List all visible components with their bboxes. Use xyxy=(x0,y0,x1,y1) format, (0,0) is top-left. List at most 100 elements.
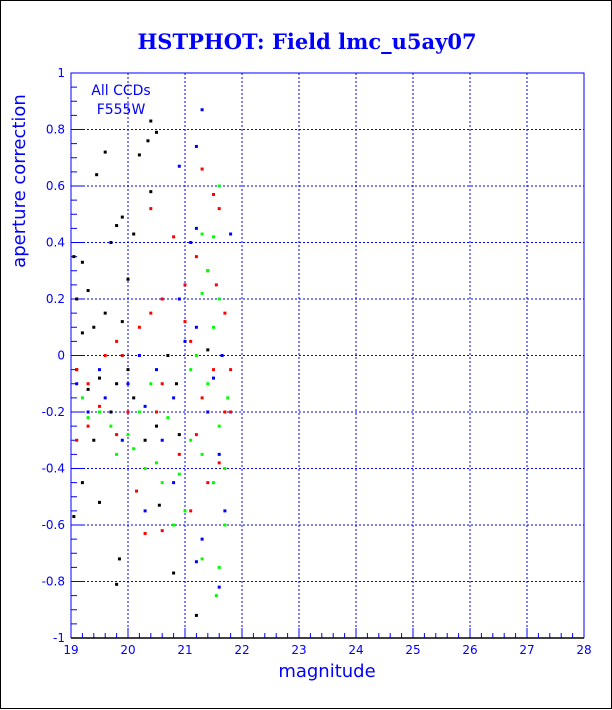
data-point xyxy=(172,396,176,400)
data-point xyxy=(115,382,119,386)
data-point xyxy=(115,433,119,437)
x-axis-label: magnitude xyxy=(278,661,375,682)
data-point xyxy=(72,255,76,259)
data-point xyxy=(92,438,96,442)
data-point xyxy=(183,509,187,513)
data-point xyxy=(115,339,119,343)
data-point xyxy=(194,325,198,329)
y-axis-label: aperture correction xyxy=(9,94,30,268)
data-point xyxy=(212,368,215,372)
data-point xyxy=(103,311,107,315)
data-point xyxy=(146,139,150,143)
data-point xyxy=(160,297,164,301)
data-point xyxy=(194,226,198,230)
data-point xyxy=(200,291,204,295)
data-point xyxy=(160,529,164,533)
data-point xyxy=(135,489,139,493)
data-point xyxy=(103,396,107,400)
data-point xyxy=(194,433,198,437)
data-point xyxy=(98,368,101,372)
data-point xyxy=(189,509,193,513)
data-point xyxy=(80,481,84,485)
data-point xyxy=(223,311,227,315)
data-point xyxy=(217,184,221,188)
data-point xyxy=(212,376,215,380)
data-point xyxy=(177,452,181,456)
data-point xyxy=(189,339,193,343)
data-point xyxy=(149,207,153,211)
data-point xyxy=(86,424,90,428)
x-tick-label: 19 xyxy=(63,643,78,657)
data-point xyxy=(229,232,233,236)
y-tick-label: -1 xyxy=(53,631,65,645)
data-point xyxy=(217,424,221,428)
y-tick-label: -0.6 xyxy=(42,518,65,532)
data-point xyxy=(157,503,161,507)
data-point xyxy=(103,150,107,154)
data-point xyxy=(172,235,176,239)
data-point xyxy=(206,481,210,485)
data-point xyxy=(200,557,204,561)
data-point xyxy=(214,283,218,287)
data-point xyxy=(160,438,164,442)
data-point xyxy=(200,396,204,400)
data-point xyxy=(183,283,187,287)
chart-title: HSTPHOT: Field lmc_u5ay07 xyxy=(137,29,476,54)
data-point xyxy=(86,382,90,386)
data-point xyxy=(80,331,84,335)
data-point xyxy=(174,382,178,386)
x-tick-label: 21 xyxy=(177,643,192,657)
data-point xyxy=(220,354,224,357)
data-point xyxy=(212,481,215,485)
data-point xyxy=(137,410,141,414)
data-point xyxy=(86,387,90,391)
data-point xyxy=(98,404,101,408)
data-point xyxy=(155,424,158,428)
y-tick-label: 0.6 xyxy=(46,179,65,193)
data-point xyxy=(86,416,90,420)
data-point xyxy=(212,192,215,196)
data-point xyxy=(149,382,153,386)
data-point xyxy=(98,410,101,414)
x-tick-label: 26 xyxy=(462,643,477,657)
data-point xyxy=(86,289,90,293)
data-point xyxy=(200,108,204,112)
data-point xyxy=(229,368,233,372)
data-point xyxy=(117,557,121,561)
data-point xyxy=(92,325,96,329)
data-point xyxy=(143,404,147,408)
y-tick-label: 0.4 xyxy=(46,236,65,250)
plot-frame xyxy=(70,72,585,638)
data-point xyxy=(223,410,227,414)
data-point xyxy=(189,438,193,442)
data-point xyxy=(206,382,210,386)
data-point xyxy=(120,320,124,324)
data-point xyxy=(166,416,170,420)
data-point xyxy=(166,354,170,357)
data-point xyxy=(120,438,124,442)
data-point xyxy=(115,582,119,586)
data-point xyxy=(143,531,147,535)
data-point xyxy=(177,297,181,301)
data-point xyxy=(183,320,187,324)
data-point xyxy=(137,325,141,329)
data-point xyxy=(75,297,79,301)
data-point xyxy=(172,523,176,527)
data-point xyxy=(200,537,204,541)
data-point xyxy=(212,325,215,329)
data-point xyxy=(155,410,158,414)
data-point xyxy=(137,153,141,157)
data-point xyxy=(137,354,141,357)
data-point xyxy=(223,467,227,470)
data-point xyxy=(206,269,210,273)
data-point xyxy=(194,144,198,148)
data-point xyxy=(189,368,193,372)
y-tick-label: 0 xyxy=(57,349,65,363)
data-point xyxy=(177,164,181,168)
data-point xyxy=(172,571,176,575)
data-point xyxy=(95,173,99,177)
data-point xyxy=(223,523,227,527)
y-tick-label: -0.2 xyxy=(42,405,65,419)
data-point xyxy=(143,438,147,442)
